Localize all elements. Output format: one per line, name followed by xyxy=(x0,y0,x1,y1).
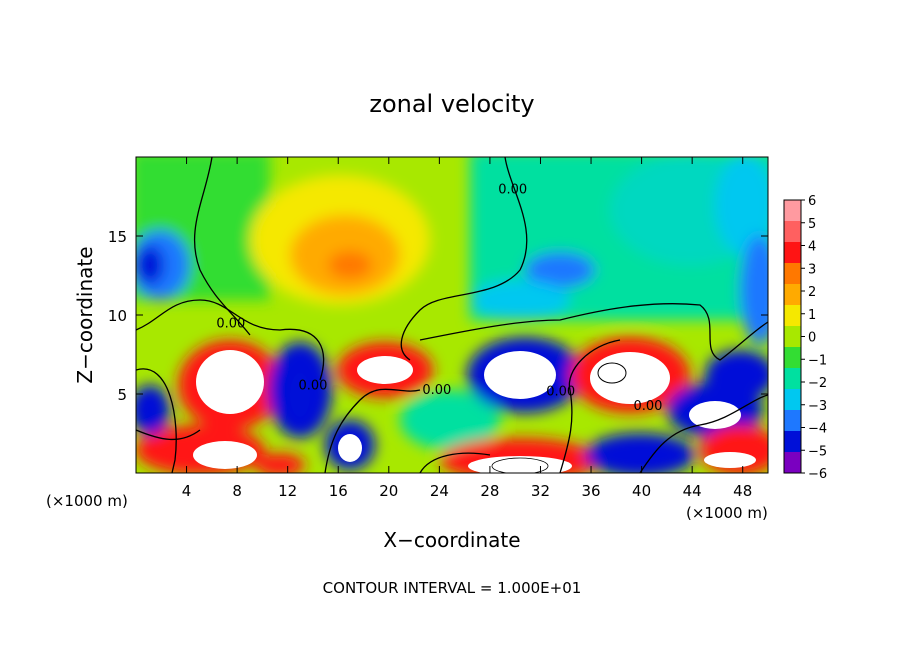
colorbar-label: 5 xyxy=(808,217,816,232)
contour-label: 0.00 xyxy=(216,317,245,332)
colorbar-label: −3 xyxy=(808,399,827,414)
colorbar-swatch xyxy=(784,284,801,306)
x-axis-unit-right: (×1000 m) xyxy=(686,504,768,522)
x-axis-unit-left: (×1000 m) xyxy=(46,492,128,510)
colorbar-label: −6 xyxy=(808,467,827,482)
x-tick-label: 28 xyxy=(480,482,499,500)
colorbar-label: 6 xyxy=(808,194,816,209)
colorbar-swatch xyxy=(784,389,801,411)
colorbar-label: 4 xyxy=(808,240,816,255)
colorbar-label: 1 xyxy=(808,308,816,323)
colorbar-label: −4 xyxy=(808,422,827,437)
y-axis-label: Z−coordinate xyxy=(73,246,97,383)
colorbar-label: 3 xyxy=(808,262,816,277)
colorbar-swatch xyxy=(784,221,801,243)
x-tick-label: 12 xyxy=(278,482,297,500)
x-axis-label: X−coordinate xyxy=(383,528,520,552)
contour-label: 0.00 xyxy=(298,378,327,393)
y-axis: 5 10 15 xyxy=(108,228,768,404)
y-tick-label: 10 xyxy=(108,307,127,325)
colorbar-label: −2 xyxy=(808,376,827,391)
contour-interval-note: CONTOUR INTERVAL = 1.000E+01 xyxy=(323,579,582,597)
colorbar-swatch xyxy=(784,452,801,474)
contour-label: 0.00 xyxy=(633,399,662,414)
contour-label: 0.00 xyxy=(546,385,575,400)
y-tick-label: 5 xyxy=(117,386,127,404)
colorbar-label: −5 xyxy=(808,444,827,459)
colorbar-label: −1 xyxy=(808,353,827,368)
x-tick-label: 8 xyxy=(232,482,242,500)
contour-labels: 0.00 0.00 0.00 0.00 0.00 0.00 xyxy=(216,182,662,413)
colorbar-swatch xyxy=(784,242,801,264)
colorbar-swatch xyxy=(784,263,801,285)
x-tick-label: 44 xyxy=(683,482,702,500)
x-tick-label: 4 xyxy=(182,482,192,500)
colorbar-swatch xyxy=(784,347,801,369)
colorbar-label: 2 xyxy=(808,285,816,300)
colorbar-swatch xyxy=(784,326,801,348)
colorbar-swatch xyxy=(784,305,801,327)
plot-area xyxy=(136,157,768,473)
x-tick-label: 16 xyxy=(329,482,348,500)
y-tick-label: 15 xyxy=(108,228,127,246)
contour-label: 0.00 xyxy=(422,383,451,398)
colorbar-swatch xyxy=(784,200,801,222)
colorbar-label: 0 xyxy=(808,331,816,346)
colorbar: 6 5 4 3 2 1 0 −1 −2 −3 −4 −5 −6 xyxy=(783,194,827,482)
x-tick-label: 48 xyxy=(733,482,752,500)
contour-label: 0.00 xyxy=(498,182,527,197)
x-tick-label: 24 xyxy=(430,482,449,500)
x-tick-label: 36 xyxy=(581,482,600,500)
x-tick-label: 40 xyxy=(632,482,651,500)
colorbar-swatch xyxy=(784,410,801,432)
x-axis: 4 8 12 16 20 24 28 32 36 40 44 48 xyxy=(182,157,752,500)
colorbar-swatch xyxy=(784,368,801,390)
chart-title: zonal velocity xyxy=(369,90,534,118)
colorbar-swatch xyxy=(784,431,801,453)
x-tick-label: 32 xyxy=(531,482,550,500)
x-tick-label: 20 xyxy=(379,482,398,500)
